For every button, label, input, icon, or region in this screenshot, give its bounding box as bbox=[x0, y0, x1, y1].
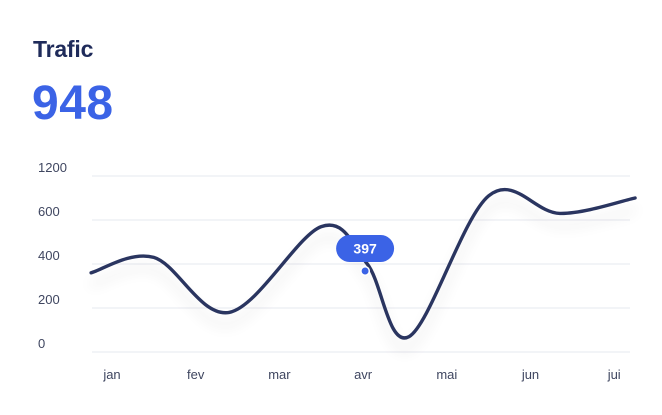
highlight-point[interactable] bbox=[360, 266, 371, 276]
highlight-group: 397 bbox=[336, 235, 395, 276]
series-line-group bbox=[89, 187, 637, 340]
y-tick-label: 600 bbox=[38, 204, 60, 219]
x-axis-ticks: jan fev mar avr mai jun jui bbox=[102, 367, 620, 382]
x-tick-label: jun bbox=[521, 367, 539, 382]
y-tick-label: 0 bbox=[38, 336, 45, 351]
y-tick-label: 1200 bbox=[38, 160, 67, 175]
card-title: Trafic bbox=[33, 36, 94, 62]
value-tooltip bbox=[336, 235, 395, 262]
x-tick-label: avr bbox=[354, 367, 373, 382]
x-tick-label: mai bbox=[436, 367, 457, 382]
y-tick-label: 400 bbox=[38, 248, 60, 263]
traffic-total-value: 948 bbox=[32, 77, 114, 130]
x-tick-label: jui bbox=[607, 367, 621, 382]
y-axis-ticks: 0 200 400 600 1200 bbox=[38, 160, 67, 351]
y-tick-label: 200 bbox=[38, 292, 60, 307]
x-tick-label: jan bbox=[102, 367, 120, 382]
tooltip-value-label: 397 bbox=[353, 241, 377, 257]
x-tick-label: mar bbox=[268, 367, 291, 382]
traffic-series-line bbox=[89, 187, 637, 340]
grid-lines bbox=[92, 175, 630, 353]
x-tick-label: fev bbox=[187, 367, 205, 382]
